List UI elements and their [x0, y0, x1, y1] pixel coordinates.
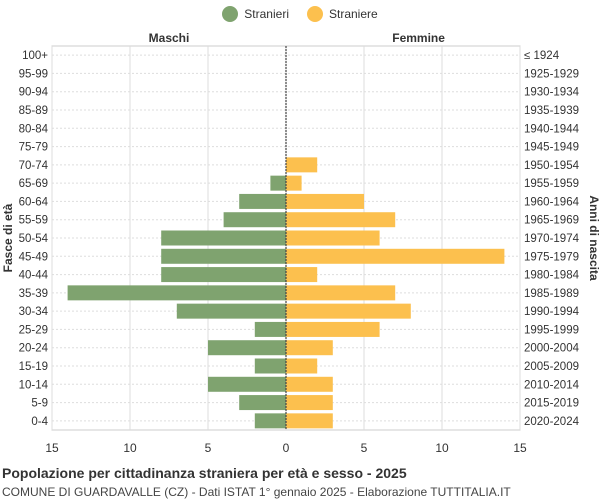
- legend-label-straniere: Straniere: [328, 7, 378, 21]
- birth-year-label: 1930-1934: [524, 87, 580, 99]
- birth-year-label: 2010-2014: [524, 379, 580, 391]
- age-band-label: 45-49: [19, 251, 48, 263]
- bar-straniere: [286, 193, 364, 209]
- age-band-label: 35-39: [19, 288, 48, 300]
- birth-year-label: 1945-1949: [524, 142, 579, 154]
- chart-subtitle: COMUNE DI GUARDAVALLE (CZ) - Dati ISTAT …: [2, 485, 511, 499]
- birth-year-label: 1985-1989: [524, 288, 579, 300]
- bar-stranieri: [270, 175, 286, 191]
- birth-year-label: 1990-1994: [524, 306, 580, 318]
- birth-year-label: 2000-2004: [524, 343, 580, 355]
- age-band-label: 40-44: [19, 270, 49, 282]
- bar-stranieri: [254, 321, 286, 337]
- x-tick-label: 10: [123, 441, 137, 455]
- bar-stranieri: [239, 395, 286, 411]
- bar-straniere: [286, 230, 380, 246]
- bar-straniere: [286, 303, 411, 319]
- chart-legend: Stranieri Straniere: [0, 6, 600, 22]
- x-tick-label: 5: [205, 441, 212, 455]
- bar-stranieri: [254, 358, 286, 374]
- chart-title: Popolazione per cittadinanza straniera p…: [2, 465, 407, 481]
- age-band-label: 30-34: [19, 306, 49, 318]
- y-axis-title-right: Anni di nascita: [587, 195, 600, 281]
- birth-year-label: 1925-1929: [524, 68, 579, 80]
- age-band-label: 10-14: [19, 379, 49, 391]
- age-band-label: 100+: [22, 50, 48, 62]
- x-tick-label: 5: [361, 441, 368, 455]
- bar-straniere: [286, 340, 333, 356]
- males-header: Maschi: [149, 31, 190, 45]
- legend-item-stranieri[interactable]: Stranieri: [222, 6, 289, 22]
- legend-item-straniere[interactable]: Straniere: [306, 6, 378, 22]
- age-band-label: 55-59: [19, 215, 48, 227]
- birth-year-label: 1935-1939: [524, 105, 579, 117]
- legend-swatch-straniere: [306, 6, 323, 22]
- bar-straniere: [286, 157, 318, 173]
- bar-stranieri: [161, 248, 286, 264]
- bar-straniere: [286, 285, 396, 301]
- birth-year-label: 1970-1974: [524, 233, 580, 245]
- bar-stranieri: [254, 413, 286, 429]
- age-band-label: 50-54: [19, 233, 49, 245]
- bar-stranieri: [208, 340, 286, 356]
- bar-straniere: [286, 376, 333, 392]
- bar-stranieri: [223, 212, 286, 228]
- birth-year-label: 1980-1984: [524, 270, 580, 282]
- bar-stranieri: [208, 376, 286, 392]
- birth-year-label: 1960-1964: [524, 196, 580, 208]
- age-band-label: 25-29: [19, 324, 48, 336]
- bar-stranieri: [67, 285, 286, 301]
- legend-swatch-stranieri: [222, 6, 239, 22]
- legend-label-stranieri: Stranieri: [244, 7, 289, 21]
- bar-straniere: [286, 395, 333, 411]
- age-band-label: 80-84: [19, 123, 49, 135]
- birth-year-label: 1940-1944: [524, 123, 580, 135]
- bar-straniere: [286, 175, 302, 191]
- age-band-label: 85-89: [19, 105, 48, 117]
- x-tick-label: 0: [283, 441, 290, 455]
- birth-year-label: 1965-1969: [524, 215, 579, 227]
- age-band-label: 70-74: [19, 160, 49, 172]
- bar-straniere: [286, 212, 396, 228]
- age-band-label: 5-9: [31, 398, 48, 410]
- birth-year-label: 1950-1954: [524, 160, 580, 172]
- birth-year-label: 2005-2009: [524, 361, 579, 373]
- bar-straniere: [286, 413, 333, 429]
- birth-year-label: 2015-2019: [524, 398, 579, 410]
- x-tick-label: 15: [513, 441, 527, 455]
- birth-year-label: 2020-2024: [524, 416, 580, 428]
- females-header: Femmine: [392, 31, 445, 45]
- bar-straniere: [286, 321, 380, 337]
- age-band-label: 0-4: [31, 416, 48, 428]
- age-band-label: 60-64: [19, 196, 49, 208]
- age-band-label: 20-24: [19, 343, 49, 355]
- birth-year-label: ≤ 1924: [524, 50, 560, 62]
- bar-stranieri: [239, 193, 286, 209]
- age-band-label: 95-99: [19, 68, 48, 80]
- birth-year-label: 1995-1999: [524, 324, 579, 336]
- bar-stranieri: [161, 230, 286, 246]
- bar-stranieri: [176, 303, 286, 319]
- y-axis-title-left: Fasce di età: [1, 203, 15, 272]
- x-tick-label: 15: [45, 441, 59, 455]
- bar-straniere: [286, 358, 318, 374]
- bar-stranieri: [161, 267, 286, 283]
- age-band-label: 75-79: [19, 142, 48, 154]
- x-tick-label: 10: [435, 441, 449, 455]
- age-band-label: 90-94: [19, 87, 49, 99]
- age-band-label: 15-19: [19, 361, 48, 373]
- age-band-label: 65-69: [19, 178, 48, 190]
- bar-straniere: [286, 267, 318, 283]
- birth-year-label: 1955-1959: [524, 178, 579, 190]
- bar-straniere: [286, 248, 505, 264]
- birth-year-label: 1975-1979: [524, 251, 579, 263]
